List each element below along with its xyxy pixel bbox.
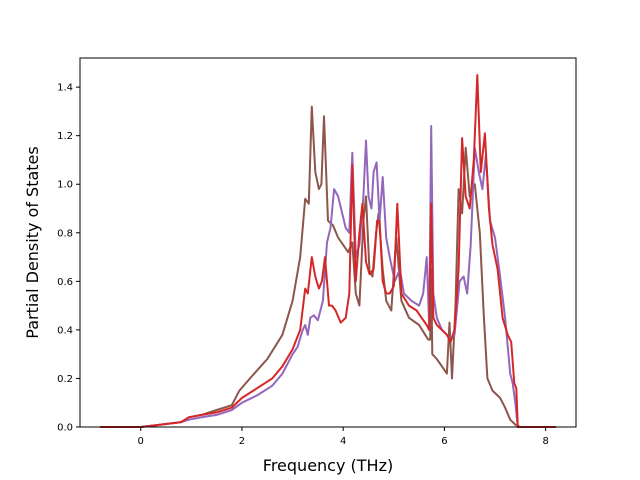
series-line-3	[100, 74, 556, 428]
x-tick-label: 8	[542, 436, 548, 447]
x-tick-label: 0	[138, 436, 144, 447]
y-tick-label: 0.0	[57, 423, 73, 434]
x-axis-label: Frequency (THz)	[263, 456, 393, 475]
y-tick-label: 0.6	[57, 277, 73, 288]
y-tick-label: 1.2	[57, 131, 73, 142]
y-tick-label: 1.4	[57, 83, 73, 94]
x-tick-label: 2	[239, 436, 245, 447]
y-axis-label: Partial Density of States	[23, 146, 42, 338]
y-tick-label: 0.8	[57, 228, 73, 239]
y-axis-ticks: 0.0 0.2 0.4 0.6 0.8 1.0 1.2 1.4	[57, 83, 80, 434]
y-tick-label: 0.4	[57, 325, 73, 336]
y-tick-label: 0.2	[57, 374, 73, 385]
y-tick-label: 1.0	[57, 180, 73, 191]
x-axis-ticks: 0 2 4 6 8	[138, 427, 549, 447]
x-tick-label: 4	[340, 436, 346, 447]
axes-frame	[79, 57, 577, 428]
x-tick-label: 6	[441, 436, 447, 447]
series-layer	[100, 74, 556, 428]
